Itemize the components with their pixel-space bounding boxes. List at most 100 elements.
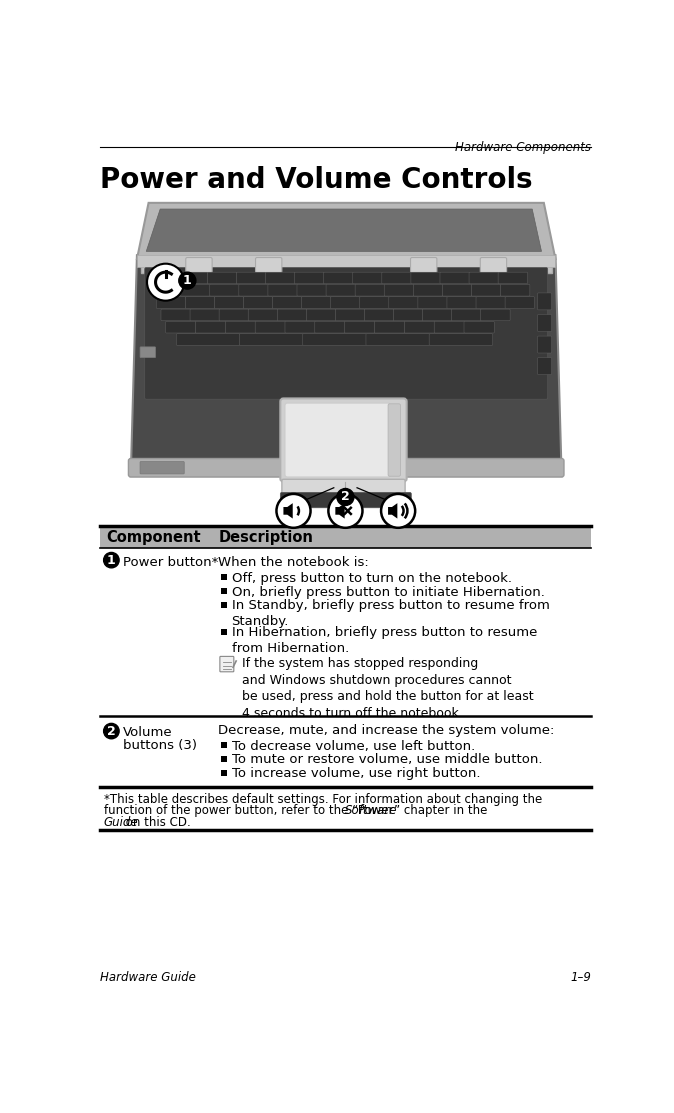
Text: buttons (3): buttons (3) [123,739,197,751]
Polygon shape [131,255,561,476]
FancyBboxPatch shape [388,404,400,476]
Text: *This table describes default settings. For information about changing the: *This table describes default settings. … [104,792,542,806]
FancyBboxPatch shape [538,293,551,309]
Text: Off, press button to turn on the notebook.: Off, press button to turn on the noteboo… [231,572,512,584]
Polygon shape [100,526,591,548]
Polygon shape [220,588,227,594]
FancyBboxPatch shape [166,322,196,333]
FancyBboxPatch shape [360,297,389,308]
FancyBboxPatch shape [464,322,494,333]
FancyBboxPatch shape [326,285,355,296]
Text: Software: Software [345,805,398,817]
FancyBboxPatch shape [303,334,367,345]
Text: Power button*: Power button* [123,556,218,569]
FancyBboxPatch shape [195,322,226,333]
FancyBboxPatch shape [434,322,464,333]
Text: If the system has stopped responding
and Windows shutdown procedures cannot
be u: If the system has stopped responding and… [243,657,534,720]
FancyBboxPatch shape [382,273,411,284]
Polygon shape [220,574,227,580]
Text: 2: 2 [341,491,350,503]
FancyBboxPatch shape [243,297,273,308]
FancyBboxPatch shape [336,309,365,321]
FancyBboxPatch shape [295,273,324,284]
FancyBboxPatch shape [282,480,405,500]
Polygon shape [220,756,227,762]
Circle shape [328,494,363,528]
FancyBboxPatch shape [481,257,507,273]
FancyBboxPatch shape [394,309,423,321]
FancyBboxPatch shape [240,334,303,345]
Text: On, briefly press button to initiate Hibernation.: On, briefly press button to initiate Hib… [231,585,545,599]
FancyBboxPatch shape [498,273,528,284]
Circle shape [276,494,311,528]
FancyBboxPatch shape [315,322,345,333]
FancyBboxPatch shape [410,257,437,273]
FancyBboxPatch shape [447,297,477,308]
Text: 2: 2 [107,725,116,738]
Text: To increase volume, use right button.: To increase volume, use right button. [231,767,480,780]
FancyBboxPatch shape [208,273,237,284]
Polygon shape [336,503,344,519]
FancyBboxPatch shape [210,285,239,296]
Polygon shape [220,602,227,608]
FancyBboxPatch shape [179,273,208,284]
FancyBboxPatch shape [481,309,510,321]
Polygon shape [141,259,551,273]
FancyBboxPatch shape [452,309,481,321]
FancyBboxPatch shape [225,322,255,333]
FancyBboxPatch shape [331,297,360,308]
Circle shape [392,498,396,502]
FancyBboxPatch shape [469,273,499,284]
FancyBboxPatch shape [538,357,551,375]
FancyBboxPatch shape [302,297,331,308]
FancyBboxPatch shape [140,347,156,357]
Text: 1–9: 1–9 [570,972,591,984]
Polygon shape [220,742,227,748]
Text: function of the power button, refer to the “Power” chapter in the: function of the power button, refer to t… [104,805,491,817]
Text: 1: 1 [183,274,191,287]
FancyBboxPatch shape [471,285,501,296]
FancyBboxPatch shape [277,309,307,321]
FancyBboxPatch shape [355,285,385,296]
FancyBboxPatch shape [366,334,429,345]
FancyBboxPatch shape [285,403,390,477]
FancyBboxPatch shape [214,297,244,308]
FancyBboxPatch shape [423,309,452,321]
FancyBboxPatch shape [280,398,406,482]
FancyBboxPatch shape [239,285,268,296]
Polygon shape [146,209,541,252]
Polygon shape [284,503,293,519]
Circle shape [179,273,196,289]
FancyBboxPatch shape [161,309,191,321]
FancyBboxPatch shape [266,273,295,284]
FancyBboxPatch shape [384,285,414,296]
FancyBboxPatch shape [150,273,179,284]
Text: 1: 1 [107,553,116,567]
Text: Component: Component [106,530,201,544]
FancyBboxPatch shape [186,257,212,273]
FancyBboxPatch shape [538,315,551,332]
Text: When the notebook is:: When the notebook is: [218,556,369,569]
FancyBboxPatch shape [255,322,285,333]
FancyBboxPatch shape [476,297,506,308]
FancyBboxPatch shape [145,267,548,400]
Polygon shape [388,503,398,519]
Circle shape [381,494,415,528]
Circle shape [104,552,119,568]
Polygon shape [137,255,555,267]
Polygon shape [220,629,227,634]
Text: on this CD.: on this CD. [122,816,191,829]
FancyBboxPatch shape [177,334,240,345]
FancyBboxPatch shape [248,309,278,321]
FancyBboxPatch shape [297,285,326,296]
Text: In Standby, briefly press button to resume from
Standby.: In Standby, briefly press button to resu… [231,600,549,629]
FancyBboxPatch shape [344,322,375,333]
Text: Hardware Guide: Hardware Guide [100,972,195,984]
Circle shape [343,498,348,502]
Text: Guide: Guide [104,816,138,829]
Text: Power and Volume Controls: Power and Volume Controls [100,166,532,194]
FancyBboxPatch shape [268,285,297,296]
FancyBboxPatch shape [285,322,315,333]
FancyBboxPatch shape [324,273,353,284]
Text: Hardware Components: Hardware Components [455,141,591,155]
